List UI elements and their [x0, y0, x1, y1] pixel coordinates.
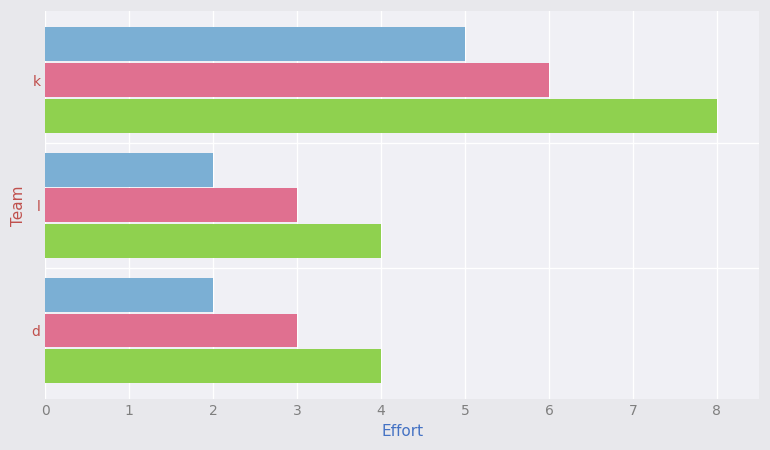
X-axis label: Effort: Effort [381, 424, 424, 439]
Bar [45, 63, 549, 97]
Y-axis label: Team: Team [11, 185, 26, 225]
Bar [45, 153, 213, 186]
Bar [45, 224, 381, 258]
Bar [45, 278, 213, 312]
Bar [45, 349, 381, 383]
Bar [45, 189, 297, 222]
Bar [45, 314, 297, 347]
Bar [45, 27, 465, 61]
Bar [45, 99, 717, 133]
